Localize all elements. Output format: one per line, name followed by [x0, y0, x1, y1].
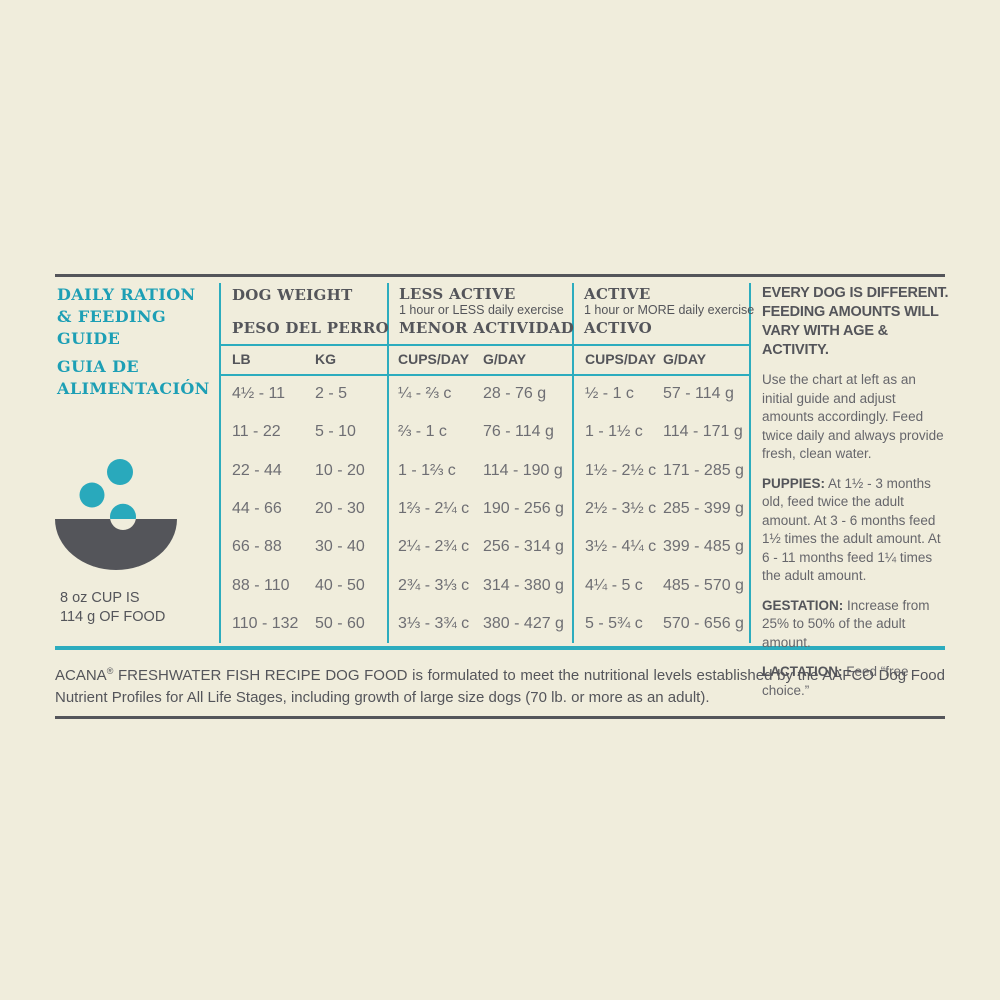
less-active-cups: ¼ - ⅔ c [398, 385, 452, 403]
kg-range: 2 - 5 [315, 385, 348, 403]
active-grams: 399 - 485 g [663, 538, 744, 556]
column-group-active-title: ACTIVE [584, 285, 651, 303]
table-subheader-row: LB KG CUPS/DAY G/DAY CUPS/DAY G/DAY [220, 346, 750, 372]
lb-range: 88 - 110 [232, 576, 290, 594]
aafco-statement: ACANA® FRESHWATER FISH RECIPE DOG FOOD i… [55, 660, 945, 709]
gestation-text: Increase from 25% to 50% of the adult am… [762, 597, 930, 650]
column-group-active-subtitle: ACTIVO [584, 319, 652, 337]
active-cups: 3½ - 4¼ c [585, 538, 657, 556]
lactation-note: LACTATION: Feed “free choice.” [762, 663, 950, 700]
table-vline-4 [749, 283, 751, 643]
column-header-g-day: G/DAY [483, 351, 527, 367]
aafco-statement-text: FRESHWATER FISH RECIPE DOG FOOD is formu… [55, 667, 945, 706]
active-cups: 4¼ - 5 c [585, 576, 643, 594]
column-group-active-note: 1 hour or MORE daily exercise [584, 303, 755, 317]
active-grams: 114 - 171 g [663, 423, 743, 441]
advice-intro: Use the chart at left as an initial guid… [762, 372, 944, 461]
active-cups: 1 - 1½ c [585, 423, 643, 441]
gestation-note: GESTATION: Increase from 25% to 50% of t… [762, 597, 950, 653]
less-active-grams: 380 - 427 g [483, 614, 564, 632]
puppies-note: PUPPIES: At 1½ - 3 months old, feed twic… [762, 475, 950, 586]
less-active-cups: 2¾ - 3⅓ c [398, 576, 470, 594]
page-title-spanish: GUIA DE ALIMENTACIÓN [57, 357, 210, 398]
less-active-cups: 3⅓ - 3¾ c [398, 614, 470, 632]
puppies-text: At 1½ - 3 months old, feed twice the adu… [762, 475, 941, 584]
less-active-grams: 190 - 256 g [483, 500, 564, 518]
table-vline-1 [219, 283, 221, 643]
lb-range: 44 - 66 [232, 500, 282, 518]
top-divider [55, 274, 945, 277]
lb-range: 110 - 132 [232, 614, 299, 632]
less-active-cups: 1 - 1⅔ c [398, 461, 456, 479]
column-group-less-active-title: LESS ACTIVE [399, 285, 516, 303]
table-hline-2 [221, 374, 749, 376]
column-group-dog-weight-subtitle: PESO DEL PERRO [232, 319, 389, 337]
column-group-less-active-subtitle: MENOR ACTIVIDAD [399, 319, 575, 337]
lb-range: 66 - 88 [232, 538, 282, 556]
brand-name: ACANA [55, 667, 107, 684]
lactation-text: Feed “free choice.” [762, 664, 909, 698]
lb-range: 22 - 44 [232, 461, 282, 479]
active-cups: 5 - 5¾ c [585, 614, 643, 632]
active-grams: 570 - 656 g [663, 614, 744, 632]
kibble-dot [79, 482, 105, 508]
column-group-less-active-note: 1 hour or LESS daily exercise [399, 303, 564, 317]
kg-range: 30 - 40 [315, 538, 365, 556]
lb-range: 4½ - 11 [232, 385, 286, 403]
bowl-shape [55, 519, 177, 570]
kg-range: 20 - 30 [315, 500, 365, 518]
kg-range: 40 - 50 [315, 576, 365, 594]
kibble-dot [107, 459, 133, 485]
less-active-grams: 256 - 314 g [483, 538, 564, 556]
column-header-cups-day: CUPS/DAY [398, 351, 470, 367]
kibble-dot [110, 503, 136, 519]
active-cups: 2½ - 3½ c [585, 500, 657, 518]
lactation-label: LACTATION: [762, 664, 843, 679]
column-header-cups-day: CUPS/DAY [585, 351, 657, 367]
kg-range: 10 - 20 [315, 461, 365, 479]
feeding-table-body: 4½ - 11 2 - 5 ¼ - ⅔ c 28 - 76 g ½ - 1 c … [220, 375, 750, 643]
less-active-grams: 28 - 76 g [483, 385, 547, 403]
food-bowl-icon [55, 459, 177, 570]
advice-panel: EVERY DOG IS DIFFERENT. FEEDING AMOUNTS … [762, 284, 950, 700]
footer-divider [55, 716, 945, 719]
column-header-lb: LB [232, 351, 251, 367]
cup-measure-note: 8 oz CUP IS 114 g OF FOOD [60, 590, 166, 625]
table-bottom-divider [55, 646, 945, 650]
active-grams: 285 - 399 g [663, 500, 744, 518]
active-grams: 485 - 570 g [663, 576, 744, 594]
active-cups: 1½ - 2½ c [585, 461, 657, 479]
active-grams: 171 - 285 g [663, 461, 744, 479]
less-active-grams: 76 - 114 g [483, 423, 554, 441]
gestation-label: GESTATION: [762, 597, 844, 613]
registered-mark: ® [106, 666, 114, 676]
column-header-g-day: G/DAY [663, 351, 707, 367]
table-hline-1 [221, 344, 749, 346]
less-active-cups: 2¼ - 2¾ c [398, 538, 470, 556]
less-active-grams: 114 - 190 g [483, 461, 563, 479]
kg-range: 5 - 10 [315, 423, 356, 441]
active-cups: ½ - 1 c [585, 385, 634, 403]
page-title: DAILY RATION & FEEDING GUIDE [57, 285, 196, 348]
advice-heading: EVERY DOG IS DIFFERENT. FEEDING AMOUNTS … [762, 285, 949, 358]
lb-range: 11 - 22 [232, 423, 281, 441]
less-active-grams: 314 - 380 g [483, 576, 564, 594]
column-group-dog-weight-title: DOG WEIGHT [232, 286, 353, 304]
table-vline-3 [572, 283, 574, 643]
puppies-label: PUPPIES: [762, 475, 826, 491]
less-active-cups: ⅔ - 1 c [398, 423, 447, 441]
kg-range: 50 - 60 [315, 614, 365, 632]
table-vline-2 [387, 283, 389, 643]
active-grams: 57 - 114 g [663, 385, 734, 403]
column-header-kg: KG [315, 351, 336, 367]
less-active-cups: 1⅔ - 2¼ c [398, 500, 470, 518]
